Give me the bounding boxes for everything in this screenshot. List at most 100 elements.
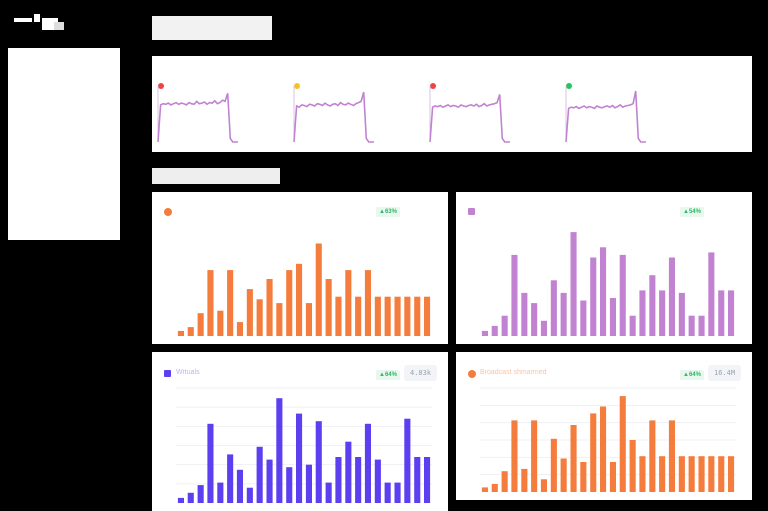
bar[interactable]: [414, 457, 421, 503]
bar[interactable]: [394, 482, 401, 503]
bar[interactable]: [256, 446, 263, 503]
bar[interactable]: [404, 296, 411, 336]
bar[interactable]: [629, 315, 636, 336]
bar[interactable]: [177, 497, 184, 503]
bar[interactable]: [177, 330, 184, 336]
bar[interactable]: [531, 420, 538, 492]
bar[interactable]: [345, 270, 352, 336]
bar[interactable]: [384, 482, 391, 503]
bar[interactable]: [540, 479, 547, 492]
bar[interactable]: [688, 315, 695, 336]
bar[interactable]: [355, 296, 362, 336]
bar[interactable]: [276, 303, 283, 336]
bar[interactable]: [600, 247, 607, 336]
bar[interactable]: [266, 279, 273, 336]
bar[interactable]: [296, 413, 303, 503]
bar[interactable]: [384, 296, 391, 336]
bar[interactable]: [325, 279, 332, 336]
bar[interactable]: [521, 468, 528, 492]
card-orange-bottom[interactable]: Broadcast shmarmed ▲64% 16.4M: [456, 352, 752, 500]
bar[interactable]: [698, 456, 705, 492]
bar[interactable]: [560, 292, 567, 336]
bar[interactable]: [286, 270, 293, 336]
bar[interactable]: [619, 254, 626, 336]
bar[interactable]: [550, 438, 557, 492]
bar[interactable]: [236, 469, 243, 503]
bar[interactable]: [580, 300, 587, 337]
bar[interactable]: [345, 441, 352, 503]
bar[interactable]: [639, 456, 646, 492]
bar[interactable]: [394, 296, 401, 336]
bar[interactable]: [217, 310, 224, 336]
bar[interactable]: [207, 423, 214, 503]
bar[interactable]: [335, 296, 342, 336]
bar[interactable]: [718, 456, 725, 492]
bar[interactable]: [619, 396, 626, 492]
bar[interactable]: [580, 462, 587, 492]
bar[interactable]: [678, 292, 685, 336]
bar[interactable]: [590, 413, 597, 492]
bar[interactable]: [197, 485, 204, 503]
bar[interactable]: [698, 315, 705, 336]
bar[interactable]: [668, 257, 675, 337]
bar[interactable]: [315, 243, 322, 337]
card-orange-top[interactable]: ▲63%: [152, 192, 448, 344]
bar[interactable]: [511, 420, 518, 492]
bar[interactable]: [207, 270, 214, 336]
bar[interactable]: [728, 290, 735, 336]
card-purple-top[interactable]: ▲54%: [456, 192, 752, 344]
bar[interactable]: [570, 425, 577, 492]
bar[interactable]: [374, 296, 381, 336]
bar[interactable]: [315, 421, 322, 503]
bar[interactable]: [246, 289, 253, 336]
bar[interactable]: [187, 492, 194, 503]
bar[interactable]: [305, 464, 312, 503]
bar[interactable]: [424, 457, 431, 503]
bar[interactable]: [296, 263, 303, 336]
bar[interactable]: [501, 315, 508, 336]
bar[interactable]: [404, 418, 411, 503]
brand-logo-icon[interactable]: [14, 8, 68, 32]
bar[interactable]: [335, 457, 342, 503]
bar[interactable]: [728, 456, 735, 492]
card-indigo-bottom[interactable]: Wrtuals ▲64% 4.83k: [152, 352, 448, 511]
bar[interactable]: [266, 459, 273, 503]
bar[interactable]: [708, 456, 715, 492]
bar[interactable]: [668, 420, 675, 492]
bar[interactable]: [227, 454, 234, 503]
bar[interactable]: [718, 290, 725, 336]
bar[interactable]: [286, 467, 293, 503]
bar[interactable]: [511, 254, 518, 336]
bar[interactable]: [305, 303, 312, 336]
bar[interactable]: [414, 296, 421, 336]
bar[interactable]: [609, 298, 616, 336]
bar[interactable]: [355, 457, 362, 503]
bar[interactable]: [197, 313, 204, 336]
bar[interactable]: [678, 456, 685, 492]
bar[interactable]: [501, 471, 508, 492]
bar[interactable]: [609, 462, 616, 492]
bar[interactable]: [491, 483, 498, 492]
bar[interactable]: [570, 232, 577, 336]
bar[interactable]: [236, 322, 243, 336]
bar[interactable]: [659, 290, 666, 336]
bar[interactable]: [256, 299, 263, 336]
bar[interactable]: [481, 487, 488, 492]
bar[interactable]: [246, 487, 253, 503]
bar[interactable]: [491, 325, 498, 336]
bar[interactable]: [708, 252, 715, 336]
bar[interactable]: [217, 482, 224, 503]
bar[interactable]: [590, 257, 597, 337]
bar[interactable]: [325, 482, 332, 503]
bar[interactable]: [481, 330, 488, 336]
bar[interactable]: [276, 398, 283, 503]
bar[interactable]: [364, 423, 371, 503]
bar[interactable]: [560, 458, 567, 493]
bar[interactable]: [550, 280, 557, 336]
bar[interactable]: [649, 420, 656, 492]
bar[interactable]: [374, 459, 381, 503]
bar[interactable]: [688, 456, 695, 492]
bar[interactable]: [659, 456, 666, 492]
bar[interactable]: [639, 290, 646, 336]
bar[interactable]: [629, 440, 636, 492]
